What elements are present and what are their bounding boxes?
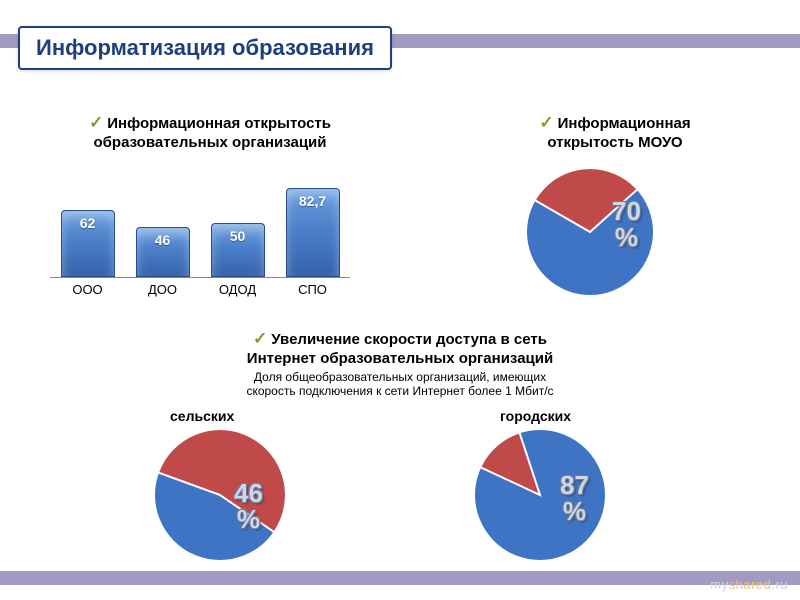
stripe-bottom <box>0 571 800 585</box>
bar-labels: ООО ДОО ОДОД СПО <box>50 282 350 297</box>
bar-label: СПО <box>286 282 340 297</box>
watermark-suffix: .ru <box>771 577 788 592</box>
title-container: Информатизация образования <box>18 26 392 70</box>
watermark: myshared.ru <box>710 577 788 592</box>
pie-urban: 87% <box>470 425 610 565</box>
section1-text: Информационная открытостьобразовательных… <box>93 115 331 151</box>
bar-label: ООО <box>61 282 115 297</box>
watermark-my: my <box>710 577 728 592</box>
bar-value: 50 <box>212 228 264 244</box>
pie-value-label: 46% <box>234 480 263 532</box>
bar-ДОО: 46 <box>136 227 190 277</box>
pie-value-label: 70% <box>612 198 641 250</box>
check-icon: ✓ <box>539 113 553 132</box>
bar-value: 82,7 <box>287 193 339 209</box>
watermark-shared: shared <box>729 577 772 592</box>
bar-value: 46 <box>137 232 189 248</box>
page-title: Информатизация образования <box>18 26 392 70</box>
section2-text: Информационнаяоткрытость МОУО <box>547 115 690 151</box>
pie-urban-title: городских <box>500 408 571 424</box>
bar-label: ОДОД <box>211 282 265 297</box>
check-icon: ✓ <box>89 113 103 132</box>
bar-ООО: 62 <box>61 210 115 277</box>
section3-label: ✓Увеличение скорости доступа в сетьИнтер… <box>180 328 620 369</box>
bar-chart: 62 46 50 82,7 ООО ДОО ОДОД СПО <box>50 170 350 300</box>
section3-text: Увеличение скорости доступа в сетьИнтерн… <box>247 331 553 367</box>
pie-mouo: 70% <box>522 164 658 300</box>
section1-label: ✓Информационная открытостьобразовательны… <box>60 112 360 153</box>
pie-rural: 46% <box>150 425 290 565</box>
pie-value-label: 87% <box>560 472 589 524</box>
bar-ОДОД: 50 <box>211 223 265 277</box>
bar-label: ДОО <box>136 282 190 297</box>
bar-СПО: 82,7 <box>286 188 340 277</box>
section3-subtitle: Доля общеобразовательных организаций, им… <box>180 370 620 398</box>
bar-value: 62 <box>62 215 114 231</box>
bar-area: 62 46 50 82,7 <box>50 170 350 278</box>
section2-label: ✓Информационнаяоткрытость МОУО <box>500 112 730 153</box>
check-icon: ✓ <box>253 329 267 348</box>
pie-rural-title: сельских <box>170 408 234 424</box>
